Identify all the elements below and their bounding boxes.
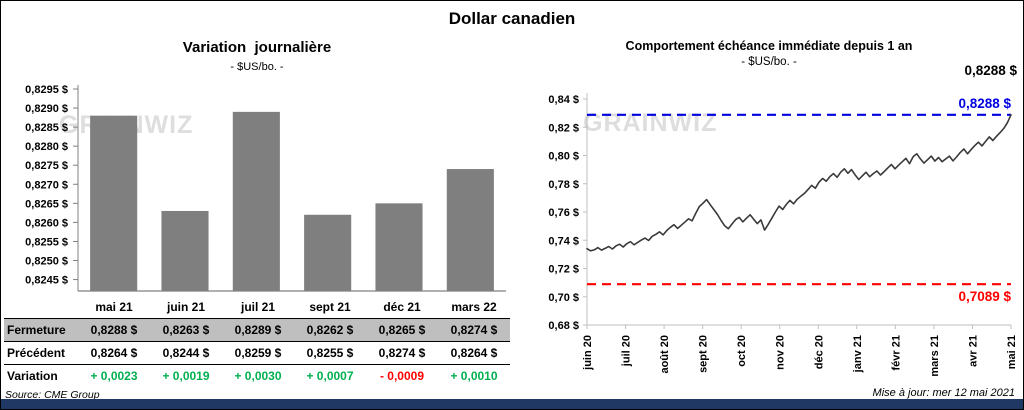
svg-text:0,8265 $: 0,8265 $ (25, 198, 68, 210)
svg-text:0,8280 $: 0,8280 $ (25, 141, 68, 153)
table-row-precedent: Précédent 0,8264 $ 0,8244 $ 0,8259 $ 0,8… (4, 342, 510, 365)
grainwiz-watermark: GRAINWIZ (583, 109, 718, 137)
category-label: sept 21 (309, 300, 351, 314)
precedent-value: 0,8244 $ (162, 346, 210, 360)
line-chart-title: Comportement échéance immédiate depuis 1… (625, 39, 913, 53)
svg-text:0,8285 $: 0,8285 $ (25, 122, 68, 134)
row-label-precedent: Précédent (7, 346, 66, 360)
category-label: mars 22 (451, 300, 497, 314)
svg-text:févr 21: févr 21 (890, 335, 902, 370)
line-chart: 0,68 $ 0,70 $ 0,72 $ 0,74 $ 0,76 $ 0,78 $ 0,80… (515, 85, 1023, 392)
variation-value: + 0,0030 (234, 369, 282, 383)
contracts-table: mai 21 juin 21 juil 21 sept 21 déc 21 ma… (4, 299, 510, 387)
svg-text:0,80 $: 0,80 $ (548, 151, 579, 163)
category-label: juin 21 (166, 300, 205, 314)
svg-text:sept 20: sept 20 (698, 335, 710, 373)
precedent-value: 0,8274 $ (378, 346, 426, 360)
svg-text:janv 21: janv 21 (852, 335, 864, 373)
svg-text:0,68 $: 0,68 $ (548, 320, 579, 332)
variation-value: + 0,0023 (90, 369, 138, 383)
yearly-behavior-panel: Comportement échéance immédiate depuis 1… (513, 1, 1023, 401)
precedent-value: 0,8264 $ (450, 346, 498, 360)
svg-text:0,8245 $: 0,8245 $ (25, 275, 68, 287)
precedent-value: 0,8264 $ (90, 346, 138, 360)
variation-value: + 0,0019 (162, 369, 210, 383)
source-note: Source: CME Group (5, 389, 100, 401)
svg-text:nov 20: nov 20 (775, 335, 787, 370)
svg-text:juil 20: juil 20 (621, 335, 633, 367)
table-header-row: mai 21 juin 21 juil 21 sept 21 déc 21 ma… (4, 299, 510, 318)
svg-text:0,78 $: 0,78 $ (548, 179, 579, 191)
svg-text:oct 20: oct 20 (736, 335, 748, 367)
fermeture-value: 0,8289 $ (234, 323, 282, 337)
line-chart-svg: 0,68 $ 0,70 $ 0,72 $ 0,74 $ 0,76 $ 0,78 $ 0,80… (548, 93, 1018, 377)
variation-value: + 0,0007 (306, 369, 354, 383)
svg-text:juin 20: juin 20 (582, 335, 594, 371)
bar-chart-title: Variation journalière (182, 39, 332, 56)
table-row-fermeture: Fermeture 0,8288 $ 0,8263 $ 0,8289 $ 0,8… (4, 318, 510, 342)
precedent-value: 0,8255 $ (306, 346, 354, 360)
footer-bar (1, 399, 1023, 409)
svg-text:0,8260 $: 0,8260 $ (25, 217, 68, 229)
svg-text:0,70 $: 0,70 $ (548, 292, 579, 304)
bar-chart: 0,8245 $ 0,8250 $ 0,8255 $ 0,8260 $ 0,8265 $… (4, 81, 510, 304)
bar-chart-subtitle: - $US/bo. - (230, 61, 284, 73)
category-label: juil 21 (240, 300, 275, 314)
table-header-empty (4, 306, 78, 311)
svg-text:0,84 $: 0,84 $ (548, 94, 579, 106)
variation-value: - 0,0009 (379, 369, 425, 383)
svg-text:0,8288 $: 0,8288 $ (958, 96, 1011, 111)
svg-text:0,7089 $: 0,7089 $ (958, 289, 1011, 304)
svg-text:mai 21: mai 21 (1006, 335, 1018, 369)
daily-variation-panel: Variation journalière - $US/bo. - GRAINW… (1, 1, 513, 401)
svg-text:0,8295 $: 0,8295 $ (25, 84, 68, 96)
line-chart-subtitle: - $US/bo. - (741, 56, 797, 68)
svg-text:0,82 $: 0,82 $ (548, 122, 579, 134)
row-label-fermeture: Fermeture (7, 323, 66, 337)
svg-text:0,8290 $: 0,8290 $ (25, 103, 68, 115)
svg-text:0,74 $: 0,74 $ (548, 235, 579, 247)
variation-value: + 0,0010 (450, 369, 498, 383)
svg-text:avr 21: avr 21 (967, 335, 979, 367)
category-label: mai 21 (95, 300, 133, 314)
svg-text:août 20: août 20 (659, 335, 671, 374)
fermeture-value: 0,8263 $ (162, 323, 210, 337)
svg-text:0,8270 $: 0,8270 $ (25, 179, 68, 191)
svg-text:mars 21: mars 21 (929, 335, 941, 377)
category-label: déc 21 (383, 300, 421, 314)
svg-text:0,8275 $: 0,8275 $ (25, 160, 68, 172)
svg-text:0,8250 $: 0,8250 $ (25, 256, 68, 268)
page-title: Dollar canadien (448, 9, 576, 28)
svg-text:0,8255 $: 0,8255 $ (25, 236, 68, 248)
table-row-variation: Variation + 0,0023 + 0,0019 + 0,0030 + 0… (4, 365, 510, 387)
fermeture-value: 0,8274 $ (450, 323, 498, 337)
fermeture-value: 0,8262 $ (306, 323, 354, 337)
svg-text:déc 20: déc 20 (813, 335, 825, 369)
current-value-label: 0,8288 $ (964, 63, 1017, 78)
fermeture-value: 0,8265 $ (378, 323, 426, 337)
precedent-value: 0,8259 $ (234, 346, 282, 360)
svg-text:0,76 $: 0,76 $ (548, 207, 579, 219)
svg-text:0,72 $: 0,72 $ (548, 264, 579, 276)
row-label-variation: Variation (7, 369, 58, 383)
bar-chart-svg: 0,8245 $ 0,8250 $ 0,8255 $ 0,8260 $ 0,8265 $… (25, 84, 506, 292)
updated-note: Mise à jour: mer 12 mai 2021 (872, 387, 1015, 399)
fermeture-value: 0,8288 $ (90, 323, 138, 337)
